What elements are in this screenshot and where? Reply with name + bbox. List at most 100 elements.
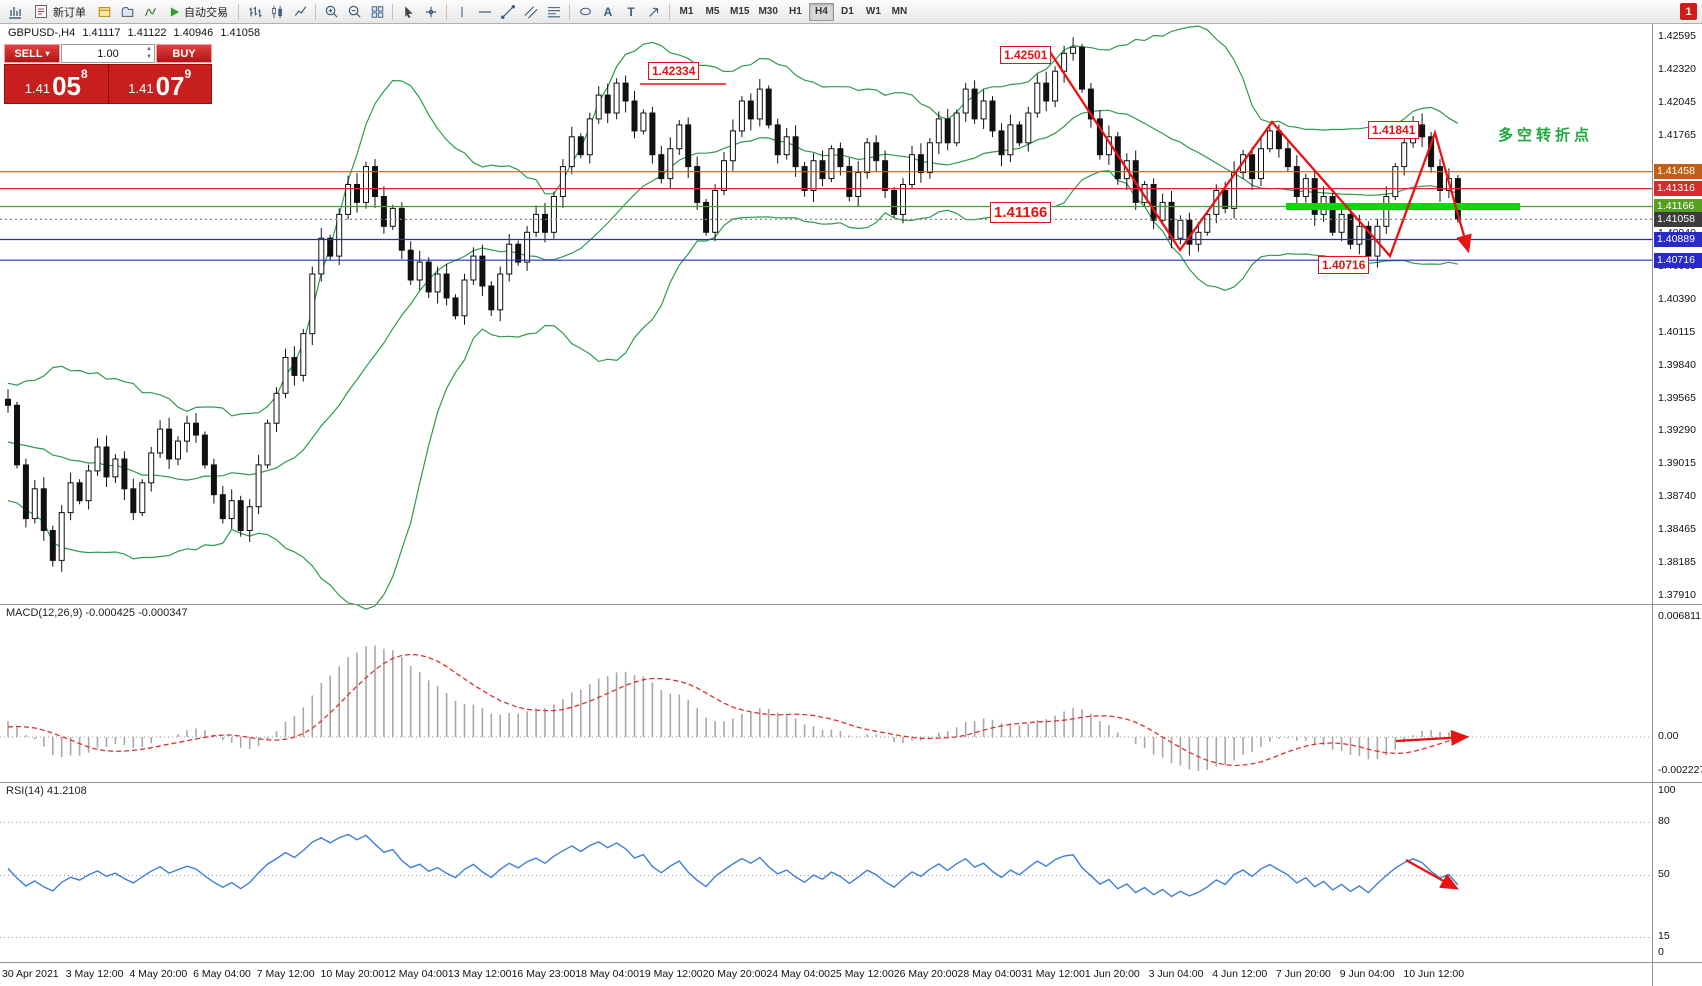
toolbar-separator [392, 3, 393, 20]
cursor-icon[interactable] [397, 2, 419, 22]
price-tag-annotation[interactable]: 1.41841 [1368, 121, 1420, 139]
channel-tool-icon[interactable] [520, 2, 542, 22]
horizontal-line-tool-icon[interactable] [474, 2, 496, 22]
rsi-axis-0: 0 [1658, 946, 1664, 958]
time-axis-label: 30 Apr 2021 [2, 968, 59, 980]
time-axis-label: 26 May 20:00 [893, 968, 958, 980]
indicators-icon[interactable] [139, 2, 161, 22]
time-axis-label: 9 Jun 04:00 [1339, 968, 1395, 980]
price-axis-border [1652, 24, 1653, 986]
rsi-axis-100: 100 [1658, 784, 1676, 796]
price-tick: 1.42595 [1658, 30, 1696, 42]
price-tick: 1.39565 [1658, 391, 1696, 404]
buy-label: BUY [172, 47, 196, 60]
fibonacci-tool-icon[interactable] [543, 2, 565, 22]
toolbar-separator [446, 3, 447, 20]
price-level-label: 1.41458 [1654, 164, 1702, 180]
price-tag-annotation[interactable]: 1.40716 [1318, 256, 1370, 274]
shapes-tool-icon[interactable] [574, 2, 596, 22]
zoom-in-icon[interactable] [320, 2, 342, 22]
pivot-point-annotation[interactable]: 多空转折点 [1498, 127, 1594, 144]
macd-axis-zero: 0.00 [1658, 730, 1679, 742]
new-order-label: 新订单 [53, 6, 86, 19]
profiles-icon[interactable] [116, 2, 138, 22]
macd-axis-max: 0.006811 [1658, 610, 1702, 622]
time-axis-label: 20 May 20:00 [702, 968, 767, 980]
arrow-tool-icon[interactable] [643, 2, 665, 22]
tile-windows-icon[interactable] [366, 2, 388, 22]
new-chart-icon[interactable] [4, 2, 26, 22]
lot-increase-button[interactable]: ▲ [146, 46, 152, 52]
price-level-label: 1.40889 [1654, 232, 1702, 248]
toolbar: 新订单 自动交易 [0, 0, 1702, 24]
vertical-line-tool-icon[interactable] [451, 2, 473, 22]
time-axis-label: 7 Jun 20:00 [1276, 968, 1331, 980]
candle-chart-type-icon[interactable] [266, 2, 288, 22]
macd-header: MACD(12,26,9) -0.000425 -0.000347 [6, 607, 188, 619]
rsi-axis-50: 50 [1658, 868, 1670, 880]
notification-badge[interactable]: 1 [1680, 3, 1697, 20]
lot-size-field[interactable]: 1.00 ▲ ▼ [61, 44, 155, 63]
line-chart-type-icon[interactable] [289, 2, 311, 22]
time-axis-label: 7 May 12:00 [256, 968, 315, 980]
timeframe-button-m30[interactable]: M30 [754, 3, 781, 21]
timeframe-button-d1[interactable]: D1 [835, 3, 860, 21]
time-axis-label: 10 May 20:00 [320, 968, 385, 980]
timeframe-button-h4[interactable]: H4 [808, 2, 834, 21]
price-tick: 1.38185 [1658, 556, 1696, 569]
toolbar-separator [669, 3, 670, 20]
time-axis-label: 10 Jun 12:00 [1403, 968, 1465, 980]
sell-button[interactable]: SELL ▾ [4, 44, 60, 63]
panel-separator[interactable] [0, 782, 1702, 783]
macd-axis-min: -0.002227 [1658, 764, 1702, 776]
chart-window-icon[interactable] [93, 2, 115, 22]
lot-decrease-button[interactable]: ▼ [146, 54, 152, 60]
rsi-axis-80: 80 [1658, 815, 1670, 827]
time-axis-label: 4 Jun 12:00 [1212, 968, 1268, 980]
timeframe-button-mn[interactable]: MN [887, 3, 912, 21]
rsi-header: RSI(14) 41.2108 [6, 785, 87, 797]
quote-open: 1.41117 [82, 27, 121, 39]
buy-button[interactable]: BUY [156, 44, 212, 63]
auto-trading-button[interactable]: 自动交易 [162, 2, 234, 22]
crosshair-icon[interactable] [420, 2, 442, 22]
panel-separator [0, 962, 1702, 963]
price-tick: 1.39015 [1658, 457, 1696, 470]
bar-chart-type-icon[interactable] [243, 2, 265, 22]
new-order-icon [33, 2, 49, 22]
text-label-tool-icon[interactable]: T [627, 4, 635, 19]
quote-low: 1.40946 [173, 27, 214, 39]
timeframe-button-h1[interactable]: H1 [783, 3, 808, 21]
timeframe-button-m15[interactable]: M15 [726, 3, 753, 21]
panel-separator[interactable] [0, 604, 1702, 605]
price-tag-annotation[interactable]: 1.42334 [648, 62, 700, 80]
price-level-label: 1.41316 [1654, 181, 1702, 197]
price-tick: 1.40115 [1658, 325, 1696, 338]
price-tag-annotation[interactable]: 1.41166 [990, 202, 1052, 223]
new-order-button[interactable]: 新订单 [27, 2, 92, 22]
buy-price[interactable]: 1.41 07 9 [128, 67, 192, 101]
price-tag-annotation[interactable]: 1.42501 [1000, 46, 1052, 64]
price-tick: 1.37910 [1658, 588, 1696, 601]
trendline-tool-icon[interactable] [497, 2, 519, 22]
timeframe-group: M1 M5 M15 M30 H1 H4 D1 W1 MN [674, 2, 912, 21]
timeframe-button-m1[interactable]: M1 [674, 3, 699, 21]
play-icon [168, 2, 180, 22]
chart-plot-area[interactable] [0, 24, 1652, 962]
time-axis [0, 962, 1702, 986]
price-display: 1.41 05 8 1.41 07 9 [4, 64, 212, 104]
text-tool-icon[interactable]: A [603, 4, 613, 19]
time-axis-label: 3 Jun 04:00 [1148, 968, 1204, 980]
timeframe-button-m5[interactable]: M5 [700, 3, 725, 21]
time-axis-label: 3 May 12:00 [65, 968, 124, 980]
sell-price[interactable]: 1.41 05 8 [24, 67, 88, 101]
time-axis-label: 6 May 04:00 [193, 968, 251, 980]
zoom-out-icon[interactable] [343, 2, 365, 22]
timeframe-button-w1[interactable]: W1 [861, 3, 886, 21]
price-tick: 1.42045 [1658, 95, 1696, 108]
quote-readout: GBPUSD-,H4 1.41117 1.41122 1.40946 1.410… [8, 27, 264, 39]
lot-size-value: 1.00 [97, 47, 119, 60]
price-tick: 1.41765 [1658, 129, 1696, 142]
price-level-label: 1.40716 [1654, 252, 1702, 268]
